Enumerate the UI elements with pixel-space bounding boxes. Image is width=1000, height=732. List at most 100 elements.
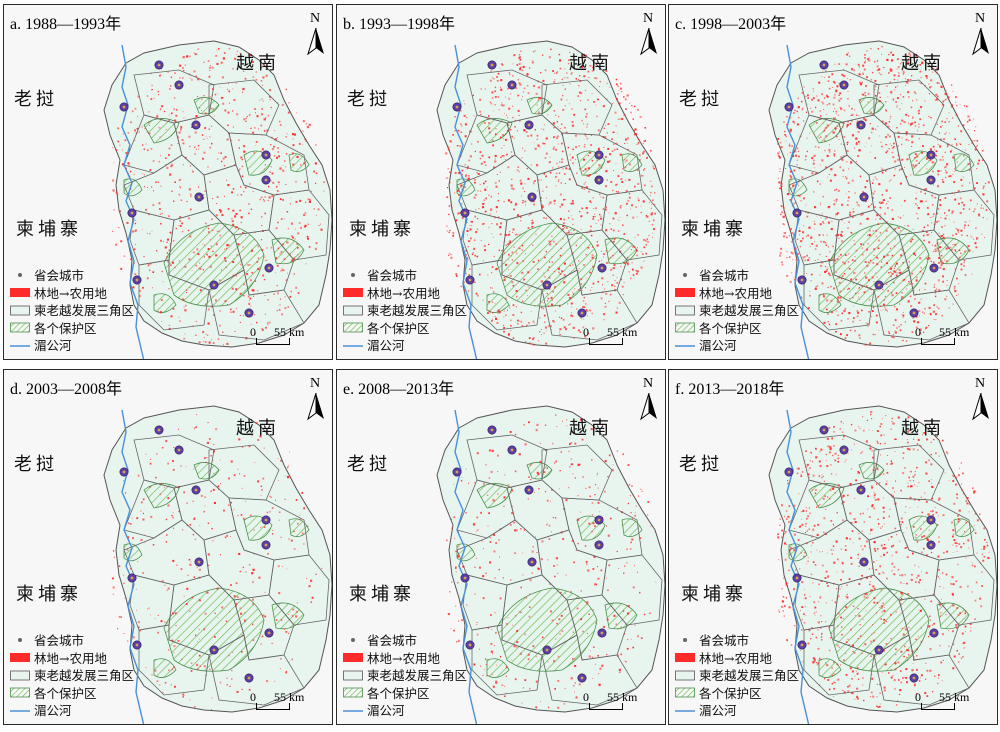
deforestation-pixel	[555, 243, 557, 245]
deforestation-pixel	[840, 107, 843, 110]
deforestation-pixel	[946, 453, 949, 455]
deforestation-pixel	[861, 574, 863, 577]
deforestation-pixel	[778, 611, 780, 613]
deforestation-pixel	[260, 239, 263, 241]
deforestation-pixel	[500, 79, 503, 82]
deforestation-pixel	[777, 155, 780, 158]
deforestation-pixel	[933, 439, 935, 441]
deforestation-pixel	[123, 480, 124, 482]
deforestation-pixel	[564, 105, 566, 107]
provincial-city-center	[929, 153, 933, 157]
deforestation-pixel	[914, 164, 917, 167]
deforestation-pixel	[843, 273, 846, 275]
deforestation-pixel	[237, 194, 239, 196]
deforestation-pixel	[275, 619, 278, 621]
deforestation-pixel	[489, 79, 492, 82]
deforestation-pixel	[566, 232, 568, 234]
deforestation-pixel	[482, 206, 485, 209]
deforestation-pixel	[954, 268, 956, 270]
legend-city-icon	[10, 269, 30, 281]
deforestation-pixel	[814, 614, 816, 616]
deforestation-pixel	[606, 618, 609, 621]
scale-label: 55 km	[274, 690, 305, 704]
deforestation-pixel	[856, 291, 858, 293]
deforestation-pixel	[500, 156, 502, 158]
deforestation-pixel	[901, 158, 904, 161]
deforestation-pixel	[519, 216, 522, 218]
deforestation-pixel	[811, 172, 814, 175]
deforestation-pixel	[868, 279, 870, 282]
deforestation-pixel	[226, 88, 228, 90]
protected-area	[496, 587, 598, 672]
deforestation-pixel	[922, 124, 925, 127]
deforestation-pixel	[850, 562, 853, 565]
deforestation-pixel	[224, 260, 227, 262]
provincial-city-center	[212, 648, 216, 652]
deforestation-pixel	[453, 483, 455, 485]
deforestation-pixel	[565, 131, 568, 134]
deforestation-pixel	[208, 76, 210, 78]
deforestation-pixel	[488, 127, 491, 130]
deforestation-pixel	[976, 237, 979, 240]
deforestation-pixel	[873, 541, 876, 544]
deforestation-pixel	[869, 229, 871, 232]
deforestation-pixel	[850, 115, 852, 116]
deforestation-pixel	[549, 610, 552, 613]
deforestation-pixel	[902, 314, 905, 317]
deforestation-pixel	[591, 656, 594, 658]
deforestation-pixel	[557, 680, 560, 682]
deforestation-pixel	[205, 135, 207, 137]
deforestation-pixel	[524, 443, 527, 446]
deforestation-pixel	[866, 180, 868, 182]
deforestation-pixel	[819, 204, 821, 206]
deforestation-pixel	[845, 193, 847, 195]
deforestation-pixel	[545, 449, 547, 452]
deforestation-pixel	[612, 267, 615, 270]
deforestation-pixel	[824, 150, 826, 152]
deforestation-pixel	[482, 223, 484, 225]
deforestation-pixel	[786, 123, 787, 125]
deforestation-pixel	[866, 597, 868, 599]
deforestation-pixel	[279, 198, 282, 201]
deforestation-pixel	[490, 614, 492, 616]
deforestation-pixel	[790, 176, 793, 178]
deforestation-pixel	[913, 684, 916, 687]
deforestation-pixel	[216, 230, 218, 232]
deforestation-pixel	[222, 331, 224, 333]
deforestation-pixel	[563, 274, 566, 276]
deforestation-pixel	[622, 294, 624, 296]
deforestation-pixel	[570, 306, 572, 308]
deforestation-pixel	[867, 205, 870, 208]
deforestation-pixel	[901, 62, 903, 63]
deforestation-pixel	[297, 292, 300, 294]
deforestation-pixel	[919, 444, 922, 447]
deforestation-pixel	[486, 494, 489, 496]
deforestation-pixel	[628, 484, 631, 486]
deforestation-pixel	[617, 100, 619, 102]
deforestation-pixel	[864, 261, 867, 263]
deforestation-pixel	[185, 273, 186, 275]
deforestation-pixel	[161, 212, 163, 215]
deforestation-pixel	[519, 247, 521, 250]
deforestation-pixel	[599, 667, 602, 670]
deforestation-pixel	[907, 224, 909, 227]
deforestation-pixel	[450, 256, 453, 259]
deforestation-pixel	[849, 79, 852, 81]
legend-river-line	[10, 339, 30, 351]
deforestation-pixel	[926, 206, 929, 209]
deforestation-pixel	[551, 299, 553, 301]
deforestation-pixel	[893, 270, 895, 272]
deforestation-pixel	[952, 244, 954, 246]
deforestation-pixel	[817, 258, 819, 261]
deforestation-pixel	[195, 115, 198, 117]
deforestation-pixel	[847, 452, 849, 454]
deforestation-pixel	[160, 74, 162, 76]
deforestation-pixel	[455, 219, 458, 222]
deforestation-pixel	[463, 247, 465, 248]
deforestation-pixel	[903, 215, 904, 217]
deforestation-pixel	[928, 325, 930, 327]
deforestation-pixel	[975, 227, 977, 229]
deforestation-pixel	[532, 546, 534, 548]
deforestation-pixel	[925, 188, 927, 191]
deforestation-pixel	[509, 128, 512, 131]
